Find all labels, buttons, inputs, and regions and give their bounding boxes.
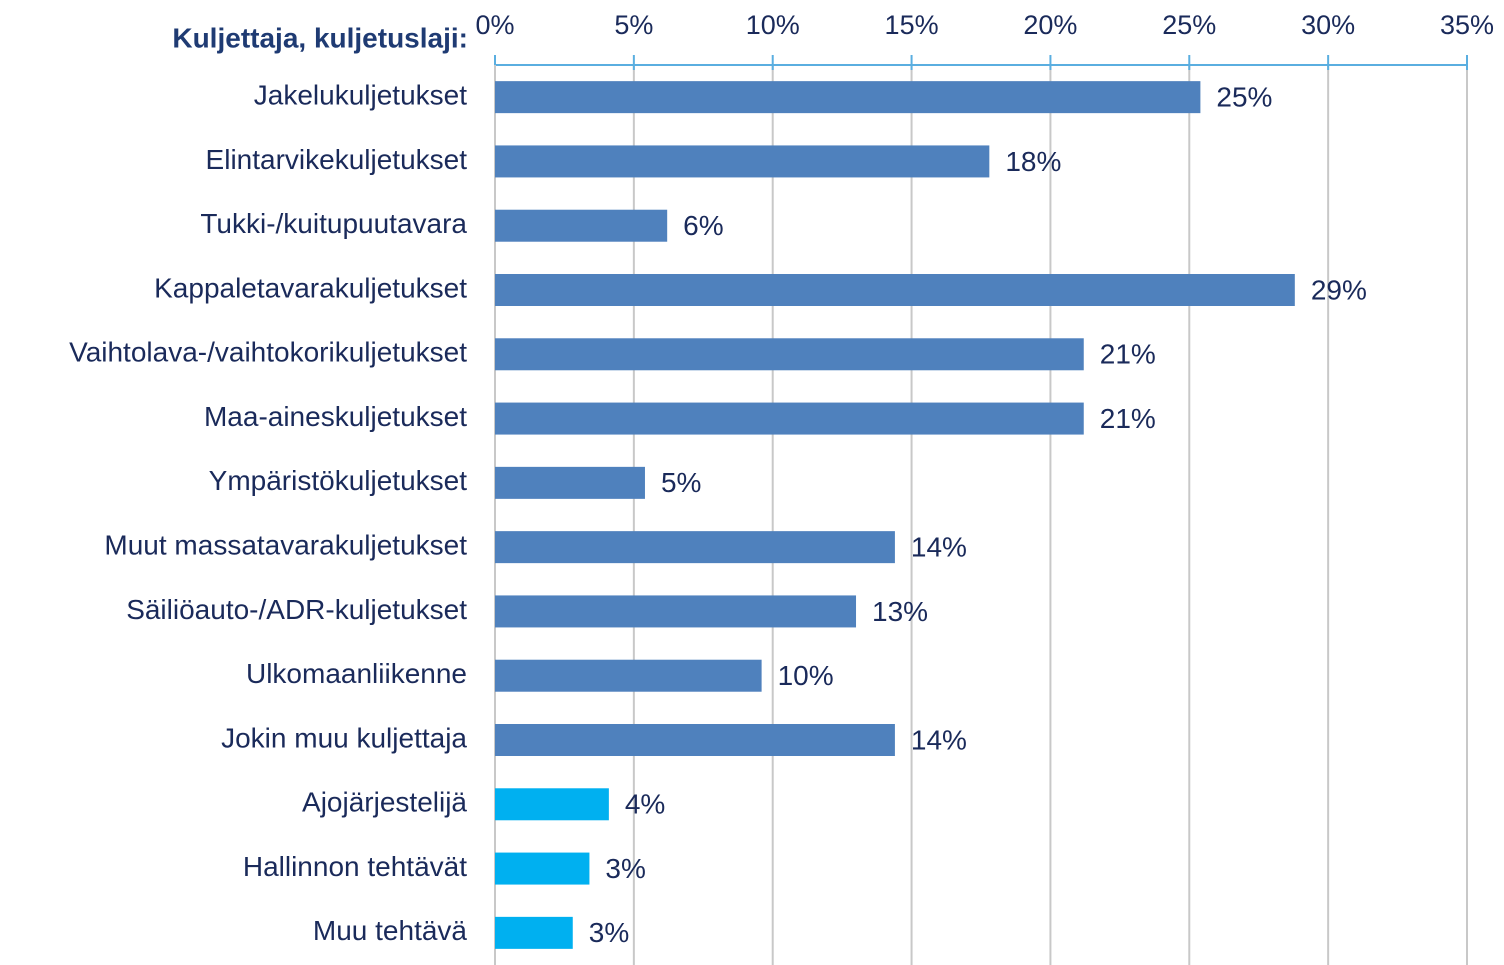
bar: [495, 659, 762, 692]
y-tick-label: Jakelukuljetukset: [254, 80, 467, 111]
bar: [495, 274, 1295, 306]
y-tick-label: Ajojärjestelijä: [302, 787, 467, 818]
bar: [495, 595, 857, 628]
y-tick-label: Kappaletavarakuljetukset: [154, 272, 467, 303]
y-tick-label: Elintarvikekuljetukset: [206, 144, 468, 175]
value-label: 14%: [911, 532, 967, 563]
bar: [495, 788, 609, 821]
x-tick-label: 35%: [1440, 10, 1494, 40]
value-label: 4%: [625, 789, 665, 820]
y-tick-label: Maa-aineskuljetukset: [204, 401, 467, 432]
chart-title: Kuljettaja, kuljetuslaji:: [172, 22, 468, 53]
value-label: 21%: [1100, 339, 1156, 370]
bar: [495, 402, 1084, 435]
x-tick-label: 20%: [1023, 10, 1077, 40]
value-label: 3%: [605, 853, 645, 884]
y-tick-label: Jokin muu kuljettaja: [221, 722, 467, 753]
value-label: 6%: [683, 210, 723, 241]
value-label: 21%: [1100, 403, 1156, 434]
x-tick-label: 10%: [746, 10, 800, 40]
value-label: 5%: [661, 467, 701, 498]
value-label: 14%: [911, 724, 967, 755]
value-label: 13%: [872, 596, 928, 627]
y-tick-label: Ympäristökuljetukset: [209, 465, 468, 496]
bar: [495, 466, 645, 499]
y-tick-label: Tukki-/kuitupuutavara: [200, 208, 467, 239]
y-tick-label: Ulkomaanliikenne: [246, 658, 467, 689]
x-tick-label: 30%: [1301, 10, 1355, 40]
y-tick-label: Vaihtolava-/vaihtokorikuljetukset: [69, 337, 467, 368]
x-tick-label: 5%: [614, 10, 653, 40]
x-tick-label: 0%: [475, 10, 514, 40]
bar: [495, 209, 668, 242]
value-label: 18%: [1005, 146, 1061, 177]
y-tick-label: Muu tehtävä: [313, 915, 468, 946]
value-label: 3%: [589, 917, 629, 948]
x-tick-label: 15%: [885, 10, 939, 40]
bar: [495, 724, 895, 756]
y-tick-label: Säiliöauto-/ADR-kuljetukset: [126, 594, 467, 625]
y-tick-label: Muut massatavarakuljetukset: [104, 530, 467, 561]
value-label: 29%: [1311, 274, 1367, 305]
bar: [495, 338, 1084, 371]
bar: [495, 531, 895, 564]
value-label: 10%: [778, 660, 834, 691]
bar: [495, 916, 573, 949]
x-tick-label: 25%: [1162, 10, 1216, 40]
bar: [495, 81, 1201, 114]
bar: [495, 145, 990, 178]
bar: [495, 852, 590, 885]
value-label: 25%: [1216, 82, 1272, 113]
y-tick-label: Hallinnon tehtävät: [243, 851, 467, 882]
